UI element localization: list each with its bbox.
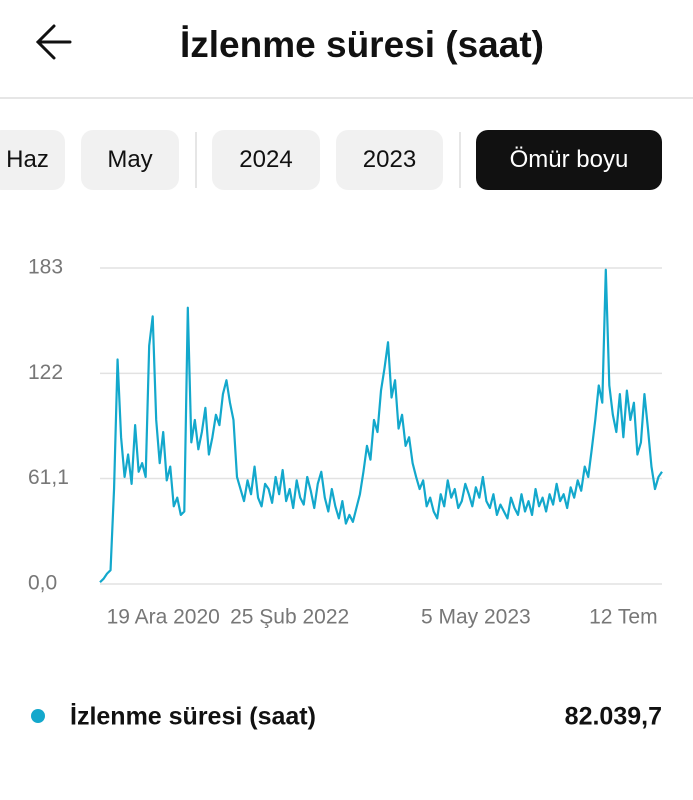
x-tick-label: 19 Ara 2020 <box>107 606 220 629</box>
tab[interactable]: Ömür boyu <box>476 130 662 190</box>
tab[interactable]: 2023 <box>336 130 443 190</box>
y-tick-label: 0,0 <box>28 572 57 595</box>
back-button[interactable] <box>35 24 72 60</box>
x-tick-label: 12 Tem <box>589 606 658 629</box>
y-tick-label: 183 <box>28 256 63 279</box>
y-tick-label: 61,1 <box>28 466 69 489</box>
legend-label: İzlenme süresi (saat) <box>70 703 316 731</box>
tab[interactable]: Haz <box>0 130 65 190</box>
chart: 0,0 61,1 122 183 19 Ara 2020 25 Şub 2022 5 May… <box>28 256 663 629</box>
tab[interactable]: 2024 <box>212 130 320 190</box>
y-tick-label: 122 <box>28 361 63 384</box>
page-title: İzlenme süresi (saat) <box>180 24 544 65</box>
series-line <box>99 268 663 584</box>
tab[interactable]: May <box>81 130 179 190</box>
total-value: 82.039,7 <box>565 703 662 731</box>
legend-marker <box>31 709 45 723</box>
x-tick-label: 25 Şub 2022 <box>230 606 349 629</box>
x-tick-label: 5 May 2023 <box>421 606 531 629</box>
